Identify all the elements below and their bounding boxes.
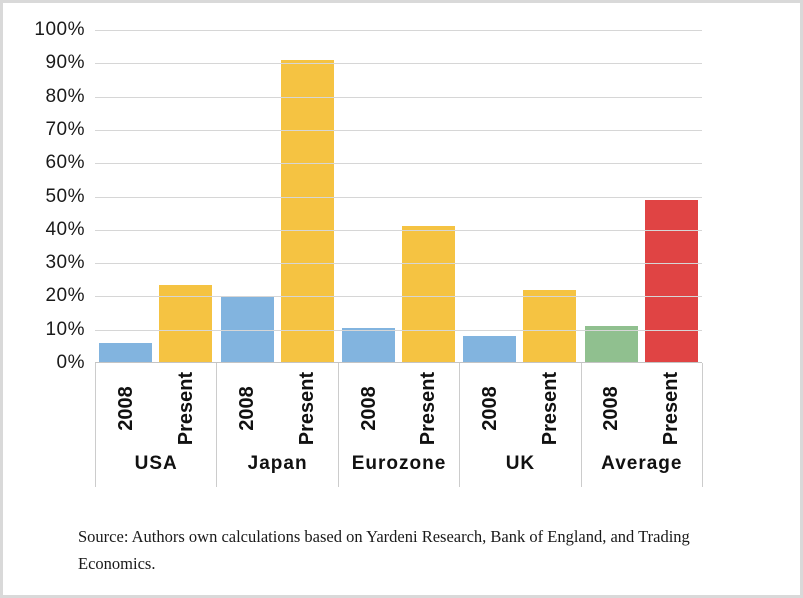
rotated-label-row: 2008 Present xyxy=(217,363,337,453)
bar-japan-present xyxy=(280,59,334,363)
gridline xyxy=(95,296,702,298)
source-note: Source: Authors own calculations based o… xyxy=(78,527,690,574)
x-label-cell-uk: 2008 Present UK xyxy=(460,363,582,487)
rotated-label-slot: 2008 xyxy=(217,363,277,453)
bar-group-eurozone xyxy=(338,30,459,363)
gridline xyxy=(95,329,702,331)
gridline xyxy=(95,96,702,98)
series-label-2008: 2008 xyxy=(600,385,623,431)
rotated-label-row: 2008 Present xyxy=(582,363,702,453)
rotated-label-row: 2008 Present xyxy=(460,363,580,453)
gridline xyxy=(95,129,702,131)
rotated-label-slot: 2008 xyxy=(96,363,156,453)
y-axis-tick-label: 70% xyxy=(45,118,85,140)
x-label-cell-average: 2008 Present Average xyxy=(582,363,704,487)
gridline xyxy=(95,30,702,31)
series-label-present: Present xyxy=(174,371,197,445)
gridline xyxy=(95,196,702,198)
rotated-label-slot: Present xyxy=(520,363,580,453)
x-label-cell-usa: 2008 Present USA xyxy=(96,363,218,487)
series-label-2008: 2008 xyxy=(236,385,258,431)
series-label-2008: 2008 xyxy=(114,385,137,431)
category-label-average: Average xyxy=(601,453,683,474)
category-label-eurozone: Eurozone xyxy=(351,453,447,474)
x-label-cell-japan: 2008 Present Japan xyxy=(217,363,339,487)
category-label-uk: UK xyxy=(505,453,536,474)
rotated-label-slot: Present xyxy=(399,363,459,453)
rotated-label-row: 2008 Present xyxy=(96,363,216,453)
series-label-2008: 2008 xyxy=(478,385,501,431)
bar-average-2008 xyxy=(584,326,638,363)
gridline xyxy=(95,229,702,231)
y-axis-tick-label: 30% xyxy=(45,252,85,274)
rotated-label-slot: Present xyxy=(156,363,216,453)
gridline xyxy=(95,163,702,165)
series-label-present: Present xyxy=(539,371,562,445)
series-label-2008: 2008 xyxy=(357,385,380,431)
category-label-japan: Japan xyxy=(247,453,308,474)
category-label-usa: USA xyxy=(134,453,178,474)
y-axis-tick-label: 90% xyxy=(45,52,85,74)
bar-uk-2008 xyxy=(463,336,517,363)
y-axis-tick-label: 80% xyxy=(45,85,85,107)
gridline xyxy=(95,63,702,65)
y-axis-tick-label: 10% xyxy=(45,318,85,340)
y-axis-tick-label: 50% xyxy=(45,185,85,207)
bar-average-present xyxy=(644,199,698,363)
bar-eurozone-2008 xyxy=(342,328,396,363)
plot-area xyxy=(95,30,702,363)
rotated-label-slot: 2008 xyxy=(582,363,642,453)
rotated-label-row: 2008 Present xyxy=(339,363,459,453)
x-label-cell-eurozone: 2008 Present Eurozone xyxy=(339,363,461,487)
x-axis-line xyxy=(95,362,702,363)
rotated-label-slot: 2008 xyxy=(339,363,399,453)
y-axis-tick-label: 60% xyxy=(45,152,85,174)
y-axis-tick-label: 100% xyxy=(34,19,85,40)
bar-usa-present xyxy=(159,284,213,363)
bar-eurozone-present xyxy=(402,226,456,363)
rotated-label-slot: 2008 xyxy=(460,363,520,453)
bar-group-usa xyxy=(95,30,216,363)
bar-group-uk xyxy=(459,30,580,363)
rotated-label-slot: Present xyxy=(278,363,338,453)
y-axis-tick-label: 0% xyxy=(56,352,85,373)
series-label-present: Present xyxy=(296,371,319,445)
rotated-label-slot: Present xyxy=(642,363,702,453)
y-axis: 0% 10% 20% 30% 40% 50% 60% 70% 80% 90% 100% xyxy=(3,3,85,403)
bar-group-average xyxy=(581,30,702,363)
y-axis-tick-label: 20% xyxy=(45,285,85,307)
x-axis-label-strip: 2008 Present USA 2008 Present Japan 2008 Presen… xyxy=(95,363,704,487)
series-label-present: Present xyxy=(660,371,683,445)
y-axis-tick-label: 40% xyxy=(45,218,85,240)
bar-uk-present xyxy=(523,289,577,363)
series-label-present: Present xyxy=(417,371,440,445)
gridline xyxy=(95,263,702,265)
bar-usa-2008 xyxy=(99,343,153,363)
